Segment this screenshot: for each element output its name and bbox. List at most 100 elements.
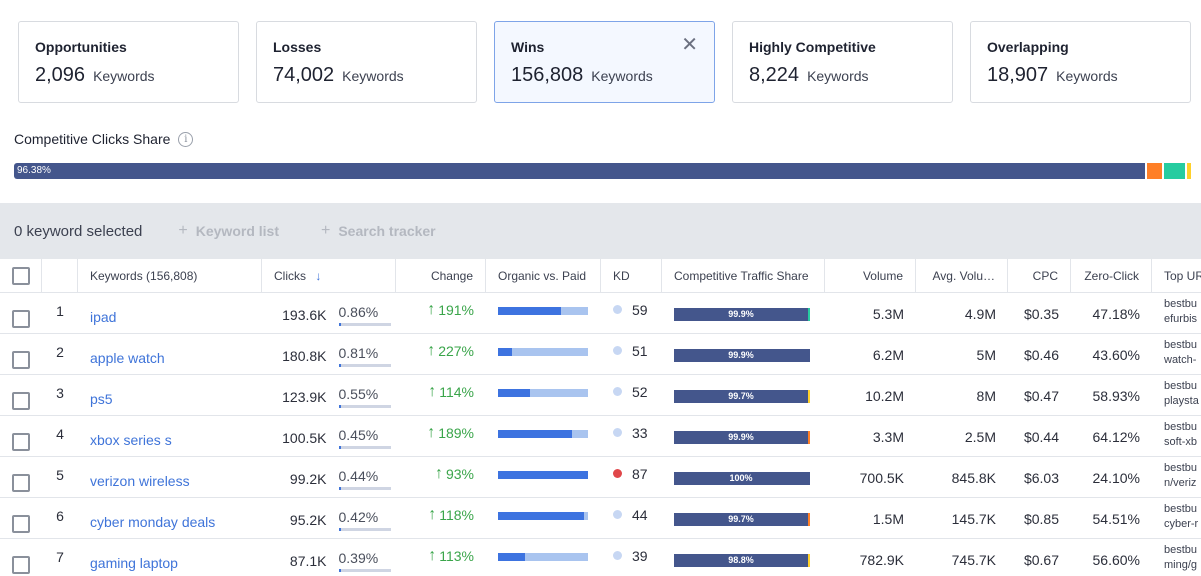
table-row[interactable]: 5 verizon wireless 99.2K 0.44% ↑ 93% 87 1… (0, 457, 1201, 498)
top-url-cell[interactable]: bestbu soft-xb (1152, 416, 1201, 457)
organic-vs-paid-bar (498, 429, 588, 438)
top-url-cell[interactable]: bestbu watch- (1152, 334, 1201, 375)
card-overlapping[interactable]: Overlapping 18,907 Keywords (970, 21, 1191, 103)
header-cpc[interactable]: CPC (1008, 259, 1071, 293)
clicks-value: 193.6K (282, 306, 327, 323)
organic-vs-paid-cell (486, 416, 601, 457)
share-segment (1147, 163, 1163, 179)
header-volume[interactable]: Volume (825, 259, 916, 293)
cpc-value: $0.44 (1023, 428, 1059, 445)
row-select-cell (0, 539, 42, 576)
header-kd[interactable]: KD (601, 259, 662, 293)
change-value: 93% (445, 465, 474, 482)
share-segment-main: 96.38% (14, 163, 1146, 179)
cts-other-segment (808, 472, 810, 485)
clicks-share-value: 0.55% (338, 385, 379, 402)
keyword-link[interactable]: cyber monday deals (90, 513, 216, 530)
top-url-line: watch- (1164, 354, 1197, 366)
row-checkbox[interactable] (12, 555, 30, 574)
add-to-search-tracker-button[interactable]: + Search tracker (321, 222, 436, 240)
header-change[interactable]: Change (396, 259, 486, 293)
header-top-url[interactable]: Top URL (1164, 269, 1201, 283)
volume-value: 10.2M (865, 387, 904, 404)
kd-cell: 59 (601, 289, 662, 330)
top-url-cell[interactable]: bestbu ming/g (1152, 539, 1201, 576)
row-checkbox[interactable] (12, 432, 30, 451)
volume-value: 700.5K (859, 469, 904, 486)
clicks-cell: 99.2K 0.44% (262, 457, 396, 498)
competitive-traffic-share-bar: 99.9% (674, 308, 810, 321)
organic-segment (561, 306, 588, 315)
keyword-cell: xbox series s (78, 416, 262, 457)
organic-vs-paid-bar (498, 388, 588, 397)
organic-segment (511, 347, 588, 356)
header-avg-volume[interactable]: Avg. Volu… (916, 259, 1008, 293)
row-checkbox[interactable] (12, 309, 30, 328)
header-zero-click[interactable]: Zero-Click (1071, 259, 1152, 293)
zero-click-value: 64.12% (1092, 428, 1140, 445)
header-keywords[interactable]: Keywords (156,808) (78, 259, 262, 293)
table-row[interactable]: 1 ipad 193.6K 0.86% ↑ 191% 59 99.9% 5.3M … (0, 293, 1201, 334)
kd-cell: 33 (601, 412, 662, 453)
card-title: Losses (273, 39, 322, 55)
row-checkbox[interactable] (12, 514, 30, 533)
keyword-link[interactable]: verizon wireless (90, 472, 190, 489)
share-segment (1162, 163, 1165, 179)
header-clicks[interactable]: Clicks ↓ (262, 259, 396, 293)
zero-click-value: 47.18% (1092, 305, 1140, 322)
card-losses[interactable]: Losses 74,002 Keywords (256, 21, 477, 103)
header-competitive-traffic-share[interactable]: Competitive Traffic Share (662, 259, 825, 293)
clicks-share-bar (338, 486, 391, 490)
top-url-cell[interactable]: bestbu cyber-r (1152, 498, 1201, 539)
top-url-cell[interactable]: bestbu n/veriz (1152, 457, 1201, 498)
card-highly-competitive[interactable]: Highly Competitive 8,224 Keywords (732, 21, 953, 103)
top-url-line: soft-xb (1164, 436, 1198, 448)
selection-count: 0 keyword selected (14, 222, 143, 240)
clicks-value: 180.8K (282, 347, 327, 364)
keyword-link[interactable]: gaming laptop (90, 554, 178, 571)
competitive-traffic-share-bar: 99.9% (674, 349, 810, 362)
card-opportunities[interactable]: Opportunities 2,096 Keywords (18, 21, 239, 103)
row-checkbox[interactable] (12, 391, 30, 410)
organic-vs-paid-bar (498, 552, 588, 561)
cpc-value: $0.85 (1023, 510, 1059, 527)
info-icon[interactable]: i (178, 131, 194, 147)
table-row[interactable]: 4 xbox series s 100.5K 0.45% ↑ 189% 33 99… (0, 416, 1201, 457)
keyword-link[interactable]: ps5 (90, 390, 113, 407)
plus-icon: + (321, 222, 331, 239)
cpc-value: $6.03 (1023, 469, 1059, 486)
row-checkbox[interactable] (12, 473, 30, 492)
row-checkbox[interactable] (12, 350, 30, 369)
table-row[interactable]: 2 apple watch 180.8K 0.81% ↑ 227% 51 99.9… (0, 334, 1201, 375)
top-url-cell[interactable]: bestbu efurbis (1152, 293, 1201, 334)
clicks-share: 0.55% (338, 385, 391, 408)
zero-click-value: 54.51% (1092, 510, 1140, 527)
table-row[interactable]: 3 ps5 123.9K 0.55% ↑ 114% 52 99.7% 10.2M … (0, 375, 1201, 416)
add-to-keyword-list-button[interactable]: + Keyword list (178, 222, 279, 240)
change-cell: ↑ 189% (396, 412, 486, 453)
row-select-cell (0, 416, 42, 457)
top-url-cell[interactable]: bestbu playsta (1152, 375, 1201, 416)
select-all-checkbox[interactable] (11, 267, 30, 285)
kd-value: 87 (632, 465, 648, 482)
share-segment (1187, 163, 1191, 179)
zero-click-value: 24.10% (1092, 469, 1140, 486)
clicks-share-fill (338, 527, 341, 531)
volume-value: 1.5M (872, 510, 904, 527)
close-icon[interactable]: ✕ (681, 34, 698, 56)
cts-other-segment (808, 554, 810, 567)
top-url-line: bestbu (1164, 503, 1198, 515)
header-organic-vs-paid[interactable]: Organic vs. Paid (486, 259, 601, 293)
table-row[interactable]: 7 gaming laptop 87.1K 0.39% ↑ 113% 39 98.… (0, 539, 1201, 576)
table-header: Keywords (156,808) Clicks ↓ Change Organ… (0, 259, 1201, 293)
organic-vs-paid-cell (486, 457, 601, 498)
row-index: 6 (56, 508, 64, 524)
clicks-cell: 180.8K 0.81% (262, 334, 396, 375)
card-wins[interactable]: Wins 156,808 Keywords ✕ (494, 21, 715, 103)
keyword-link[interactable]: xbox series s (90, 431, 172, 448)
keyword-link[interactable]: apple watch (90, 349, 165, 366)
table-row[interactable]: 6 cyber monday deals 95.2K 0.42% ↑ 118% 4… (0, 498, 1201, 539)
paid-segment (498, 470, 588, 479)
keyword-link[interactable]: ipad (90, 308, 117, 325)
clicks-share: 0.44% (338, 468, 391, 490)
